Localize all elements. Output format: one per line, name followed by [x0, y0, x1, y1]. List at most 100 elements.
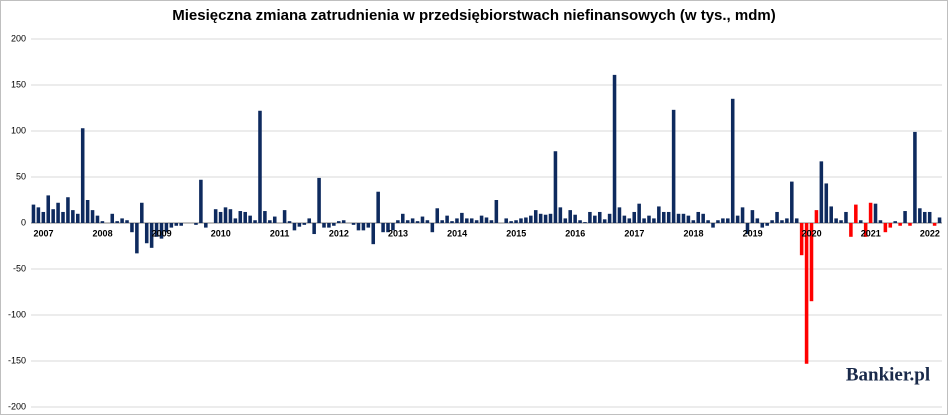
bar — [662, 211, 666, 223]
bar — [834, 218, 838, 223]
x-tick-label: 2011 — [270, 228, 290, 238]
bar — [455, 218, 459, 223]
bar — [115, 221, 119, 223]
y-tick-label: 50 — [16, 171, 26, 181]
bar — [66, 197, 70, 223]
bar — [494, 200, 499, 223]
bar — [312, 223, 316, 235]
bar — [282, 210, 287, 223]
bar — [322, 223, 326, 228]
bar — [351, 223, 356, 225]
bar — [420, 216, 425, 223]
x-tick-label: 2010 — [211, 228, 231, 238]
bar — [657, 206, 661, 223]
bar — [36, 207, 41, 223]
bar — [755, 218, 760, 223]
bar — [125, 220, 129, 223]
bar — [652, 218, 656, 223]
bar — [868, 202, 873, 223]
bar — [194, 223, 198, 225]
bar — [740, 207, 745, 223]
bar — [489, 220, 494, 223]
x-tick-label: 2020 — [802, 228, 822, 238]
bar — [223, 207, 228, 223]
bar — [233, 218, 238, 223]
x-tick-label: 2012 — [329, 228, 349, 238]
bar — [76, 213, 80, 223]
x-tick-label: 2022 — [920, 228, 940, 238]
bar — [701, 213, 705, 223]
bar — [617, 207, 622, 223]
bar — [31, 204, 36, 223]
bar — [898, 223, 902, 226]
bar — [858, 220, 863, 223]
bar — [908, 223, 912, 226]
bar — [332, 223, 336, 226]
bar — [179, 223, 183, 226]
bar — [597, 211, 602, 223]
bar — [844, 211, 848, 223]
bar — [578, 220, 582, 223]
bar — [533, 210, 538, 223]
bar — [854, 204, 858, 223]
bar — [558, 207, 563, 223]
bar — [401, 213, 405, 223]
x-tick-label: 2014 — [447, 228, 467, 238]
y-tick-label: -100 — [8, 309, 26, 319]
bar — [41, 211, 46, 223]
bar — [839, 220, 843, 223]
bar — [292, 223, 297, 231]
bar — [529, 215, 533, 223]
bar — [130, 223, 134, 233]
bar — [543, 214, 548, 223]
bar — [504, 218, 508, 223]
bar — [932, 223, 937, 226]
bar — [460, 212, 464, 223]
bar — [469, 218, 474, 223]
bar — [514, 220, 518, 223]
bar — [922, 211, 927, 223]
bar — [263, 211, 267, 223]
bar — [519, 218, 523, 223]
bar — [612, 74, 617, 223]
y-tick-label: 200 — [11, 33, 26, 43]
bar — [410, 218, 415, 223]
bar — [302, 223, 307, 225]
bar — [711, 223, 715, 228]
bar — [745, 223, 750, 235]
bar — [140, 202, 144, 223]
bar — [154, 223, 159, 237]
bar — [642, 218, 646, 223]
bar — [893, 221, 897, 223]
bar — [666, 211, 671, 223]
bar — [268, 220, 272, 223]
bar — [686, 215, 691, 223]
y-tick-label: 100 — [11, 125, 26, 135]
bar — [706, 220, 710, 223]
bar — [56, 202, 60, 223]
bar — [199, 179, 203, 223]
bar — [602, 219, 607, 223]
bar — [607, 213, 612, 223]
x-tick-label: 2016 — [565, 228, 585, 238]
bar — [681, 213, 686, 223]
bar — [563, 218, 568, 223]
bar — [317, 177, 321, 223]
bar — [80, 128, 85, 223]
bar — [775, 211, 779, 223]
y-tick-label: -150 — [8, 355, 26, 365]
bar — [770, 220, 774, 223]
x-tick-label: 2015 — [506, 228, 526, 238]
bar — [903, 211, 907, 223]
bar — [287, 221, 292, 223]
bar — [248, 215, 252, 223]
bar — [873, 203, 878, 223]
bar — [804, 223, 809, 364]
bar — [716, 220, 720, 223]
x-tick-label: 2008 — [93, 228, 113, 238]
bar — [100, 221, 105, 223]
bar — [696, 211, 701, 223]
bar — [272, 216, 277, 223]
bar — [391, 223, 395, 231]
